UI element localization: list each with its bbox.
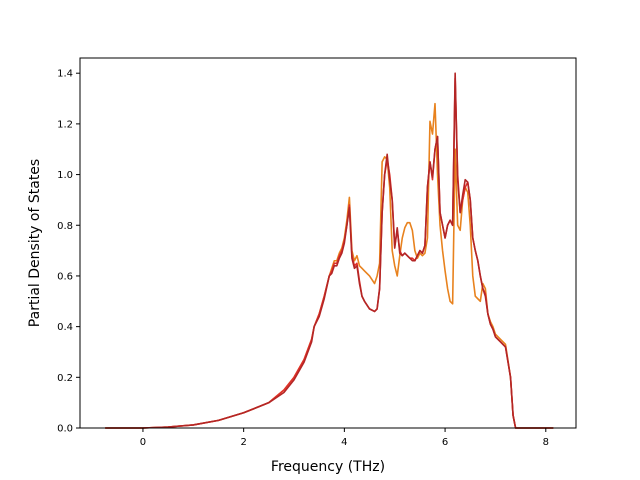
- x-tick-label: 0: [140, 437, 146, 448]
- x-tick-label: 2: [240, 437, 246, 448]
- y-tick-label: 0.8: [57, 221, 73, 232]
- y-tick-label: 1.4: [57, 69, 73, 80]
- y-tick-label: 0.4: [57, 322, 73, 333]
- series-layer: [105, 72, 554, 429]
- x-tick-label: 6: [442, 437, 448, 448]
- series-line-3: [105, 72, 554, 429]
- x-axis-ticks: 0 2 4 6 8: [140, 428, 549, 448]
- x-tick-label: 4: [341, 437, 347, 448]
- y-tick-label: 0.6: [57, 271, 73, 282]
- y-tick-label: 0.0: [57, 424, 73, 435]
- x-tick-label: 8: [543, 437, 549, 448]
- y-axis-label: Partial Density of States: [27, 159, 43, 327]
- y-tick-label: 1.0: [57, 170, 73, 181]
- plot-area: [80, 58, 576, 428]
- y-axis-ticks: 0.0 0.2 0.4 0.6 0.8 1.0 1.2 1.4: [57, 69, 80, 435]
- plot-frame: [79, 57, 577, 429]
- y-tick-label: 1.2: [57, 119, 73, 130]
- y-tick-label: 0.2: [57, 373, 73, 384]
- x-axis-label: Frequency (THz): [271, 459, 385, 475]
